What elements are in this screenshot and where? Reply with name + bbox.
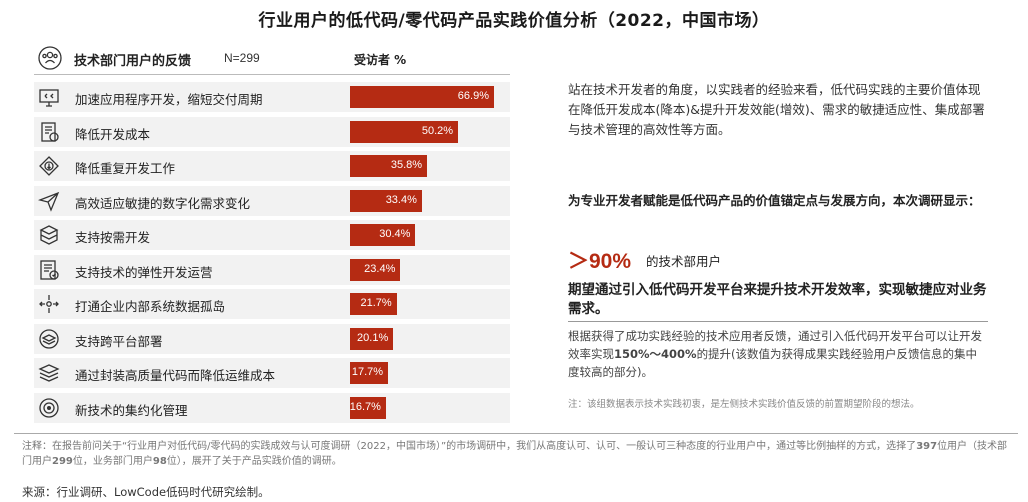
paper-plane-icon — [38, 191, 60, 212]
bar-value-label: 16.7% — [349, 400, 381, 413]
bar-label: 支持跨平台部署 — [75, 333, 163, 349]
bar-row: 新技术的集约化管理 16.7% — [34, 392, 510, 423]
bar-label: 降低开发成本 — [75, 126, 151, 142]
monitor-code-icon — [39, 89, 59, 107]
layers-platform-icon — [39, 328, 59, 349]
bar-label: 打通企业内部系统数据孤岛 — [75, 299, 226, 314]
chart-header: 技术部门用户的反馈 N=299 受访者 % — [34, 42, 510, 76]
column-label: 受访者 % — [354, 53, 407, 67]
bar-value-label: 33.4% — [385, 193, 417, 206]
footnote-text: 注释：在报告前问关于“行业用户对低代码/零代码的实践成效与认可度调研（2022，… — [22, 441, 917, 452]
bar-row: 支持按需开发 30.4% — [34, 220, 510, 250]
recycle-down-icon — [39, 156, 59, 176]
bar-label: 降低重复开发工作 — [75, 161, 176, 176]
source-note: 来源：行业调研、LowCode低码时代研究绘制。 — [22, 485, 270, 499]
bar-label: 高效适应敏捷的数字化需求变化 — [75, 195, 251, 211]
cube-stack-icon — [39, 225, 59, 245]
document-cost-icon — [41, 121, 59, 142]
footnote-total: 397 — [916, 441, 938, 452]
bar-row: 支持技术的弹性开发运营 23.4% — [34, 254, 510, 285]
footnote-tech: 299 — [52, 456, 73, 467]
bar-label: 支持按需开发 — [75, 230, 151, 245]
highlight-caption: 的技术部用户 — [646, 254, 722, 269]
bar-label: 加速应用程序开发，缩短交付周期 — [75, 92, 263, 107]
bar-value-label: 35.8% — [390, 159, 423, 171]
header-divider — [34, 74, 510, 75]
bar: 33.4% — [350, 189, 422, 212]
insight-divider — [568, 321, 988, 322]
efficiency-paragraph: 根据获得了成功实践经验的技术应用者反馈，通过引入低代码开发平台可以让开发效率实现… — [568, 327, 988, 381]
chart-header-title: 技术部门用户的反馈 — [74, 54, 192, 69]
checklist-icon — [40, 259, 59, 280]
bar-label: 新技术的集约化管理 — [75, 402, 188, 418]
footnote-business: 98 — [152, 456, 167, 467]
efficiency-text-a: 根据获得了成功实践经验的技术应用者反馈，通过引入低代码开发平台可以让开发效率实现 — [568, 329, 982, 361]
highlight-statement: 期望通过引入低代码开发平台来提升技术开发效率，实现敏捷应对业务需求。 — [568, 282, 987, 317]
footnote-text: 位），展开了关于产品实践价值的调研。 — [166, 456, 342, 467]
users-icon — [38, 46, 62, 70]
footnote: 注释：在报告前问关于“行业用户对低代码/零代码的实践成效与认可度调研（2022，… — [22, 439, 1012, 469]
bar-value-label: 20.1% — [357, 331, 389, 344]
bar-value-label: 17.7% — [351, 366, 384, 378]
sample-size: N=299 — [224, 51, 260, 65]
bar-value-label: 30.4% — [379, 228, 411, 240]
bar-value-label: 50.2% — [421, 124, 454, 137]
highlight-number: ＞90% — [568, 250, 632, 273]
bar: 50.2% — [350, 120, 459, 143]
network-arrows-icon — [39, 295, 59, 313]
footnote-text: 位，业务部门用户 — [72, 456, 153, 467]
bar-row: 通过封装高质量代码而降低运维成本 17.7% — [34, 358, 510, 388]
bar-label: 支持技术的弹性开发运营 — [75, 264, 213, 280]
bar: 16.7% — [349, 396, 386, 419]
insight-paragraph: 站在技术开发者的角度，以实践者的经验来看，低代码实践的主要价值体现在降低开发成本… — [568, 82, 985, 137]
bar-row: 支持跨平台部署 20.1% — [34, 323, 510, 354]
bar-row: 打通企业内部系统数据孤岛 21.7% — [34, 289, 510, 319]
bar: 17.7% — [350, 362, 389, 384]
footer-divider — [14, 433, 1018, 434]
target-icon — [39, 397, 59, 418]
efficiency-text-b: 的提升(该数值为获得成果实践经验用户反馈信息的集中度较高的部分)。 — [568, 347, 978, 379]
bar: 35.8% — [350, 155, 428, 177]
insight-lead: 为专业开发者赋能是低代码产品的价值锚定点与发展方向，本次调研显示： — [568, 193, 981, 208]
bar-row: 降低重复开发工作 35.8% — [34, 151, 510, 181]
bar: 30.4% — [350, 224, 416, 246]
bar-row: 高效适应敏捷的数字化需求变化 33.4% — [34, 185, 510, 216]
footnote-text: 位用户（技术部门用户 — [22, 441, 1008, 467]
bar-row: 降低开发成本 50.2% — [34, 116, 510, 147]
bar: 21.7% — [350, 293, 397, 315]
efficiency-range: 150%〜400% — [614, 347, 697, 361]
stack-layers-icon — [38, 364, 60, 382]
insight-note: 注：该组数据表示技术实践初衷，是左侧技术实践价值反馈的前置期望阶段的想法。 — [568, 399, 920, 410]
bar: 20.1% — [350, 327, 394, 350]
bar: 66.9% — [350, 86, 494, 108]
bar-value-label: 21.7% — [360, 297, 392, 309]
feedback-chart-panel: 技术部门用户的反馈 N=299 受访者 % 加速应用程序开发，缩短交付周期 66.… — [34, 42, 510, 424]
bar-value-label: 66.9% — [457, 90, 489, 102]
bar-row: 加速应用程序开发，缩短交付周期 66.9% — [34, 82, 510, 112]
bar-label: 通过封装高质量代码而降低运维成本 — [75, 368, 276, 383]
bar-value-label: 23.4% — [364, 262, 396, 275]
bar: 23.4% — [350, 258, 401, 281]
page-title: 行业用户的低代码/零代码产品实践价值分析（2022，中国市场） — [258, 11, 770, 31]
